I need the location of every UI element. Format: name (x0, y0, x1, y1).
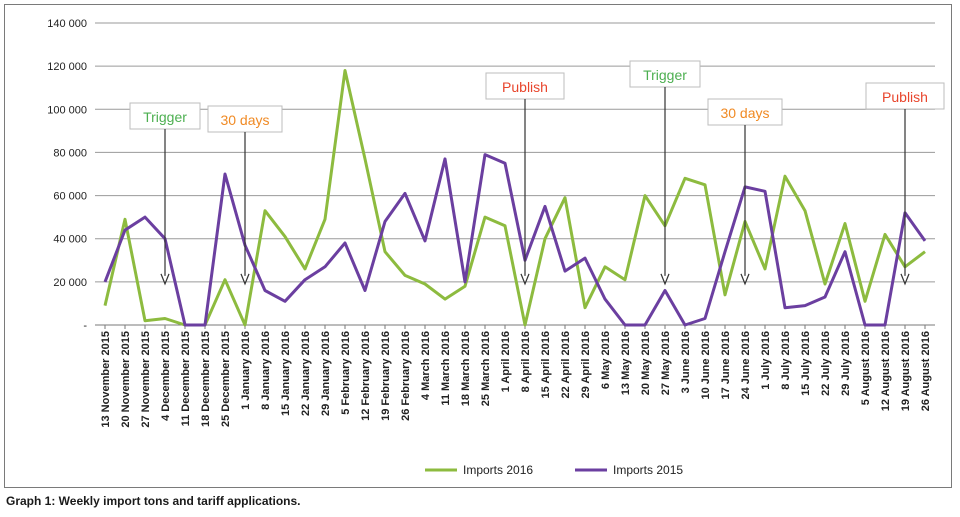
y-tick-label: 120 000 (47, 61, 87, 73)
legend-label: Imports 2015 (613, 463, 683, 477)
annotation-arrow-head (660, 273, 670, 286)
x-tick-label: 11 March 2016 (440, 331, 452, 406)
annotation-trigger: Trigger (629, 60, 701, 286)
y-tick-label: - (83, 320, 87, 332)
x-tick-label: 19 February 2016 (380, 331, 392, 421)
y-tick-label: 20 000 (53, 277, 87, 289)
x-axis-ticks: 13 November 2015 20 November 2015 27 Novem… (100, 325, 932, 428)
x-tick-label: 29 July 2016 (840, 331, 852, 396)
x-tick-label: 1 January 2016 (240, 331, 252, 410)
annotation-trigger: Trigger (129, 102, 201, 286)
x-tick-label: 26 February 2016 (400, 331, 412, 421)
x-tick-label: 24 June 2016 (740, 331, 752, 400)
x-tick-label: 5 August 2016 (860, 331, 872, 405)
annotation-arrow-head (520, 273, 530, 286)
annotation-box (129, 102, 201, 130)
y-tick-label: 40 000 (53, 234, 87, 246)
annotation-box (485, 72, 565, 100)
x-tick-label: 29 April 2016 (580, 331, 592, 398)
y-tick-label: 80 000 (53, 147, 87, 159)
x-tick-label: 17 June 2016 (720, 331, 732, 400)
annotation-label: 30 days (220, 112, 269, 128)
x-tick-label: 22 July 2016 (820, 331, 832, 396)
x-tick-label: 29 January 2016 (320, 331, 332, 416)
x-tick-label: 19 August 2016 (900, 331, 912, 411)
series-lines (103, 69, 927, 327)
annotation-box (629, 60, 701, 88)
x-tick-label: 20 May 2016 (640, 331, 652, 395)
x-tick-label: 27 November 2015 (140, 331, 152, 428)
x-tick-label: 6 May 2016 (600, 331, 612, 389)
x-tick-label: 12 February 2016 (360, 331, 372, 421)
annotation-label: Trigger (643, 67, 687, 83)
annotation-label: Publish (882, 89, 928, 105)
x-tick-label: 8 January 2016 (260, 331, 272, 410)
annotation-arrow-head (740, 273, 750, 286)
x-tick-label: 13 May 2016 (620, 331, 632, 395)
x-tick-label: 20 November 2015 (120, 331, 132, 428)
x-tick-label: 18 March 2016 (460, 331, 472, 406)
annotation-arrow-head (160, 273, 170, 286)
x-tick-label: 25 December 2015 (220, 331, 232, 427)
x-tick-label: 15 July 2016 (800, 331, 812, 396)
annotation-publish: Publish (485, 72, 565, 286)
x-tick-label: 5 February 2016 (340, 331, 352, 415)
annotation-publish: Publish (865, 82, 945, 286)
x-tick-label: 13 November 2015 (100, 331, 112, 428)
x-tick-label: 4 March 2016 (420, 331, 432, 400)
legend-label: Imports 2016 (463, 463, 533, 477)
x-tick-label: 15 April 2016 (540, 331, 552, 398)
annotations: Trigger 30 days Publish Trigger 30 days Publi… (129, 60, 945, 286)
series-line-imports-2016 (103, 69, 926, 327)
x-tick-label: 1 April 2016 (500, 331, 512, 392)
x-tick-label: 3 June 2016 (680, 331, 692, 393)
annotation-label: Trigger (143, 109, 187, 125)
x-tick-label: 4 December 2015 (160, 331, 172, 421)
y-axis-ticks: - 20 000 40 000 60 000 80 000 100 000 120 000 1… (47, 18, 87, 332)
chart-frame: - 20 000 40 000 60 000 80 000 100 000 120 000 1… (4, 4, 952, 488)
x-tick-label: 25 March 2016 (480, 331, 492, 406)
y-tick-label: 140 000 (47, 18, 87, 30)
line-chart: - 20 000 40 000 60 000 80 000 100 000 120 000 1… (47, 18, 945, 477)
series-line-imports-2015 (103, 153, 927, 327)
legend: Imports 2016 Imports 2015 (425, 463, 683, 477)
annotation-label: Publish (502, 79, 548, 95)
x-tick-label: 8 July 2016 (780, 331, 792, 390)
y-tick-label: 100 000 (47, 104, 87, 116)
y-tick-label: 60 000 (53, 191, 87, 203)
x-tick-label: 15 January 2016 (280, 331, 292, 416)
x-tick-label: 26 August 2016 (920, 331, 932, 411)
x-tick-label: 22 January 2016 (300, 331, 312, 416)
x-tick-label: 11 December 2015 (180, 331, 192, 426)
annotation-arrow-head (240, 273, 250, 286)
annotation-box (707, 98, 783, 126)
x-tick-label: 27 May 2016 (660, 331, 672, 395)
annotation-box (207, 105, 283, 133)
annotation-thirty-days: 30 days (207, 105, 283, 286)
annotation-arrow-head (900, 273, 910, 286)
annotation-label: 30 days (720, 105, 769, 121)
annotation-box (865, 82, 945, 110)
x-tick-label: 10 June 2016 (700, 331, 712, 400)
x-tick-label: 8 April 2016 (520, 331, 532, 392)
x-tick-label: 12 August 2016 (880, 331, 892, 411)
x-tick-label: 22 April 2016 (560, 331, 572, 398)
annotation-thirty-days: 30 days (707, 98, 783, 286)
x-tick-label: 18 December 2015 (200, 331, 212, 427)
figure-caption: Graph 1: Weekly import tons and tariff a… (6, 494, 301, 508)
x-tick-label: 1 July 2016 (760, 331, 772, 390)
